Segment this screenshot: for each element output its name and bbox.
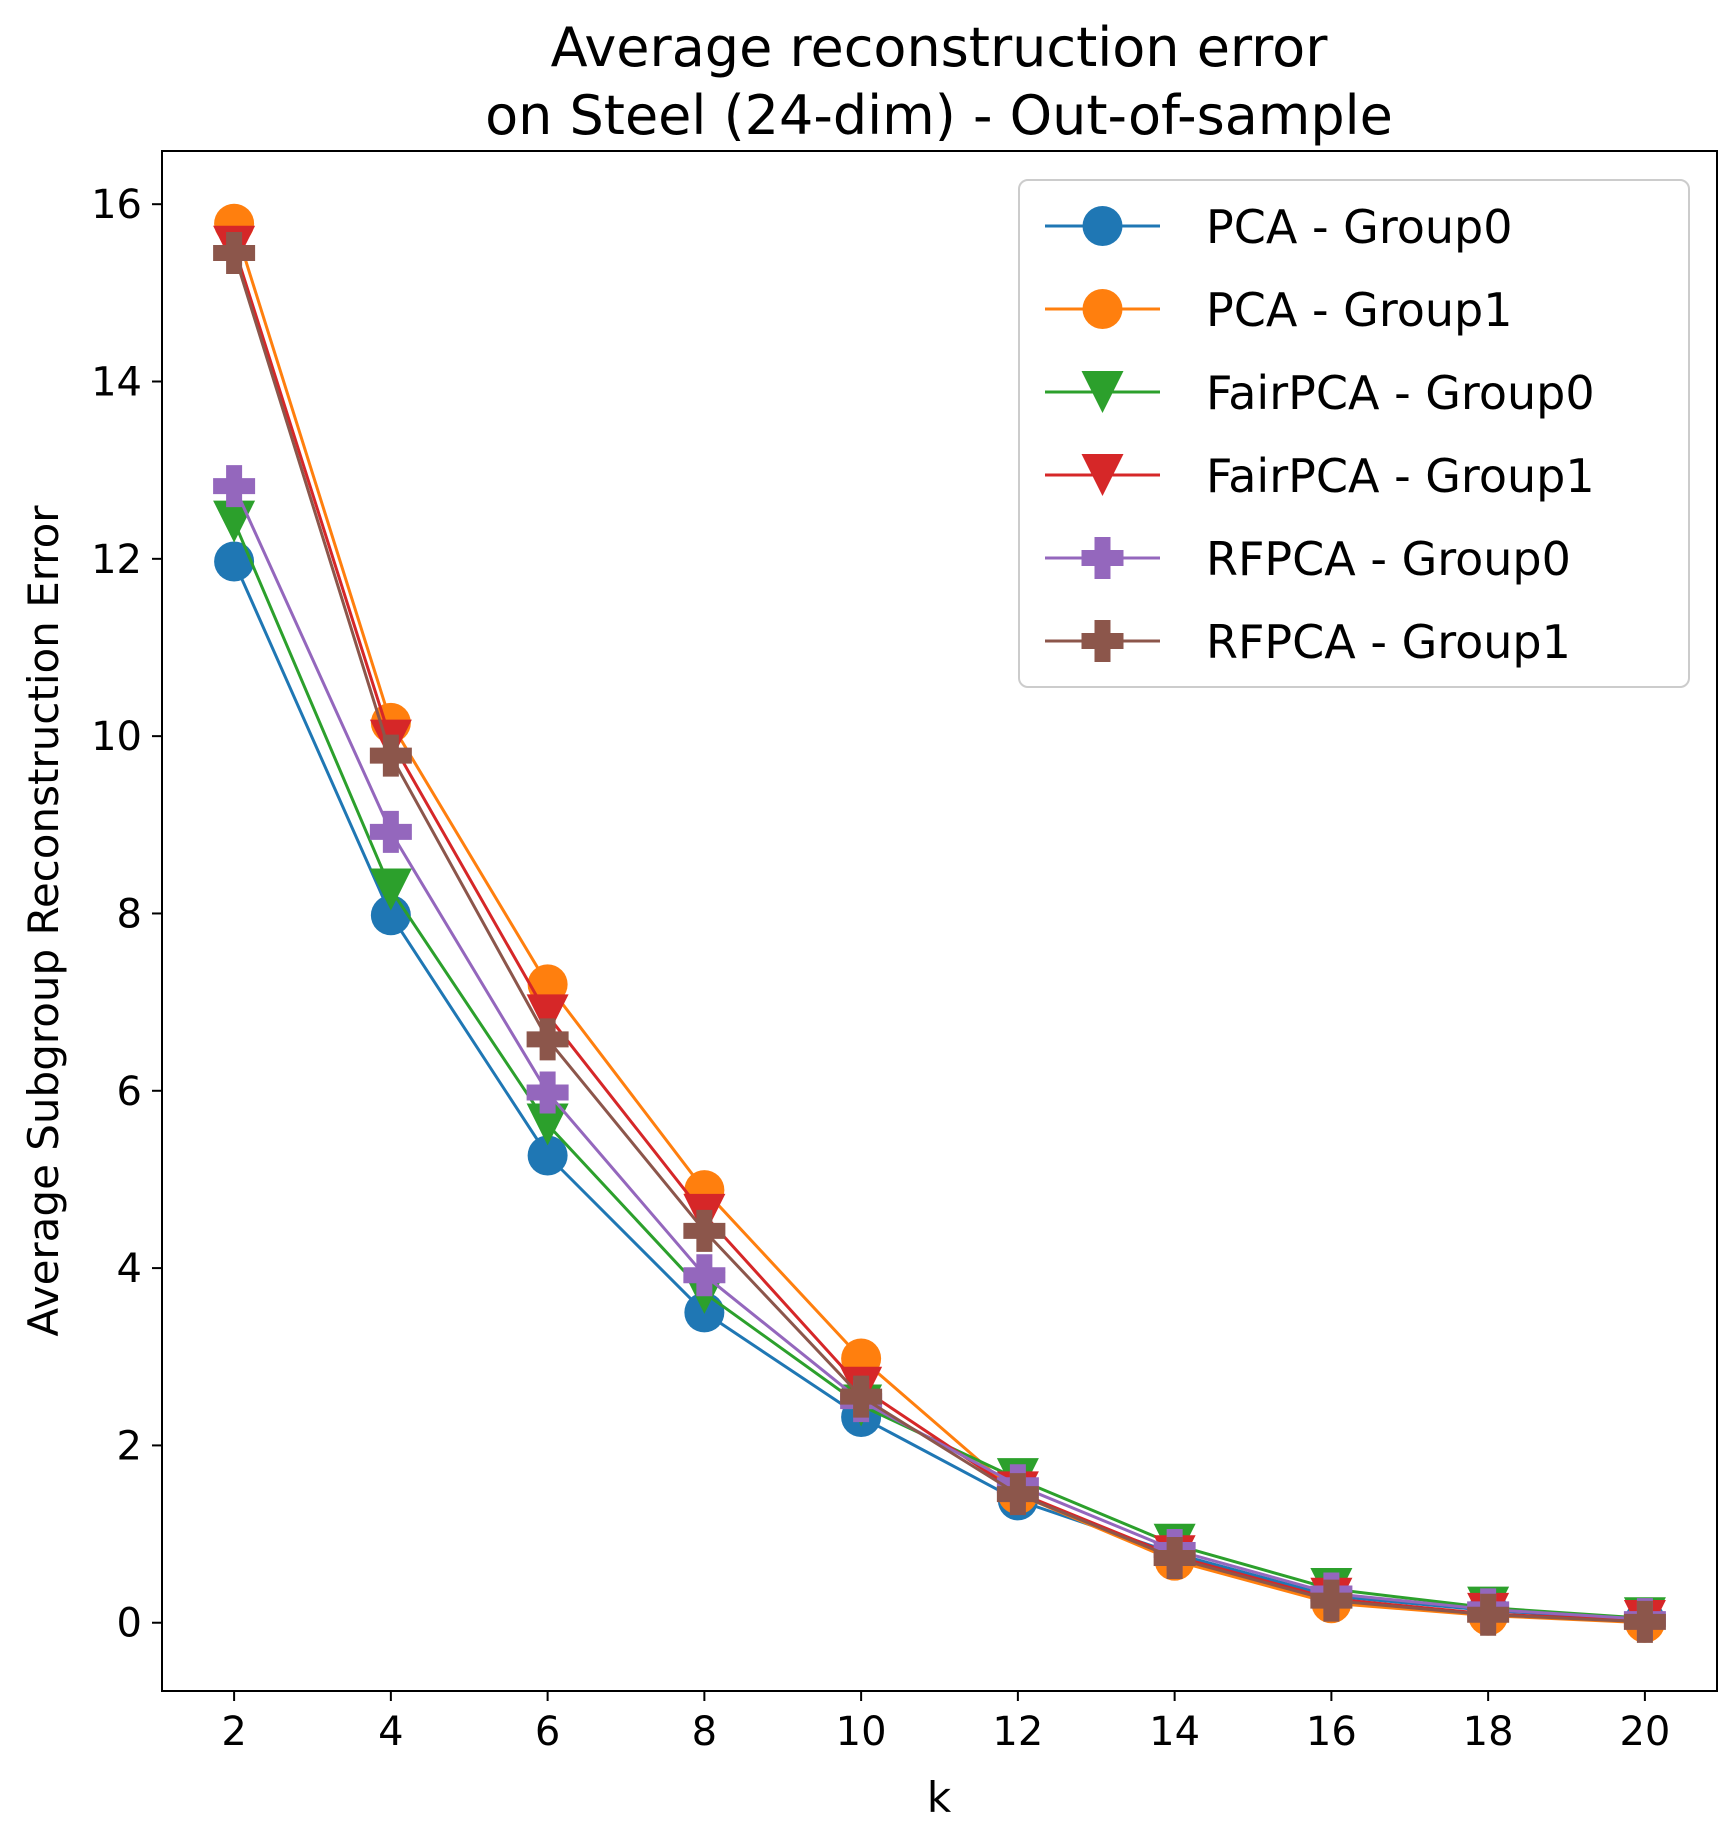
x-tick-label: 14 <box>1149 1709 1200 1755</box>
x-tick-label: 2 <box>221 1709 246 1755</box>
y-tick-label: 6 <box>117 1069 142 1115</box>
data-point <box>1623 1600 1666 1643</box>
data-point <box>369 734 412 777</box>
series-line <box>232 485 1645 1621</box>
x-tick-label: 10 <box>836 1709 887 1755</box>
legend-entry: FairPCA - Group0 <box>1045 366 1595 420</box>
legend-marker <box>1081 620 1124 662</box>
legend-label: FairPCA - Group0 <box>1206 366 1595 420</box>
data-point <box>526 994 569 1037</box>
x-tick-label: 6 <box>535 1709 560 1755</box>
x-tick-label: 20 <box>1619 1709 1670 1755</box>
data-point <box>527 1135 568 1176</box>
series-line <box>232 252 1645 1624</box>
y-tick-label: 14 <box>91 360 142 406</box>
legend-label: RFPCA - Group0 <box>1206 532 1571 586</box>
x-tick-label: 18 <box>1463 1709 1514 1755</box>
chart-title-line-2: on Steel (24-dim) - Out-of-sample <box>485 84 1393 147</box>
legend-entry: RFPCA - Group1 <box>1045 615 1571 669</box>
legend-entry: PCA - Group1 <box>1045 283 1512 337</box>
y-tick-label: 12 <box>91 537 142 583</box>
plot-frame <box>161 150 1718 1692</box>
data-point <box>369 810 412 853</box>
legend-marker <box>1081 537 1124 579</box>
legend-label: RFPCA - Group1 <box>1206 615 1571 669</box>
series-line <box>232 223 1645 1625</box>
legend-marker <box>1081 454 1124 496</box>
data-point <box>1310 1579 1353 1622</box>
series-line <box>232 560 1645 1622</box>
data-point <box>840 1375 883 1418</box>
y-axis-label: Average Subgroup Reconstruction Error <box>19 505 68 1337</box>
chart-title-line-1: Average reconstruction error <box>551 16 1329 79</box>
data-point <box>213 465 256 508</box>
y-tick-label: 2 <box>117 1423 142 1469</box>
data-point <box>527 964 568 1005</box>
legend-marker <box>1082 289 1123 329</box>
legend-label: PCA - Group1 <box>1206 283 1512 337</box>
data-point <box>1153 1537 1196 1580</box>
data-point <box>1467 1593 1510 1636</box>
x-tick-label: 4 <box>378 1709 403 1755</box>
data-point <box>214 541 255 582</box>
ticks-layer: 2 4 6 8 10 12 14 16 18 20 0 2 4 6 8 10 12 14 16 <box>91 182 1670 1755</box>
y-tick-label: 10 <box>91 714 142 760</box>
x-tick-label: 16 <box>1306 1709 1357 1755</box>
data-point <box>213 231 256 274</box>
y-tick-label: 4 <box>117 1246 142 1292</box>
y-tick-label: 0 <box>117 1601 142 1647</box>
legend-entry: PCA - Group0 <box>1045 200 1512 254</box>
x-tick-label: 8 <box>692 1709 717 1755</box>
data-point <box>996 1473 1039 1516</box>
data-point <box>683 1254 726 1297</box>
legend-entry: RFPCA - Group0 <box>1045 532 1571 586</box>
data-point <box>526 1103 569 1146</box>
data-point <box>369 868 412 911</box>
series-rfpca-group1 <box>213 231 1666 1643</box>
legend-label: PCA - Group0 <box>1206 200 1512 254</box>
y-tick-label: 16 <box>91 182 142 228</box>
y-tick-label: 8 <box>117 891 142 937</box>
plot-layer <box>213 203 1666 1643</box>
legend-label: FairPCA - Group1 <box>1206 449 1595 503</box>
legend-box <box>1018 179 1690 688</box>
x-tick-label: 12 <box>992 1709 1043 1755</box>
x-axis-label: k <box>927 1773 952 1822</box>
legend-marker <box>1081 371 1124 413</box>
legend-marker <box>1082 206 1123 246</box>
data-point <box>683 1209 726 1252</box>
data-point <box>526 1071 569 1114</box>
legend-entry: FairPCA - Group1 <box>1045 449 1595 503</box>
legend: PCA - Group0 PCA - Group1 FairPCA - Group0… <box>1018 179 1690 688</box>
data-point <box>526 1018 569 1061</box>
